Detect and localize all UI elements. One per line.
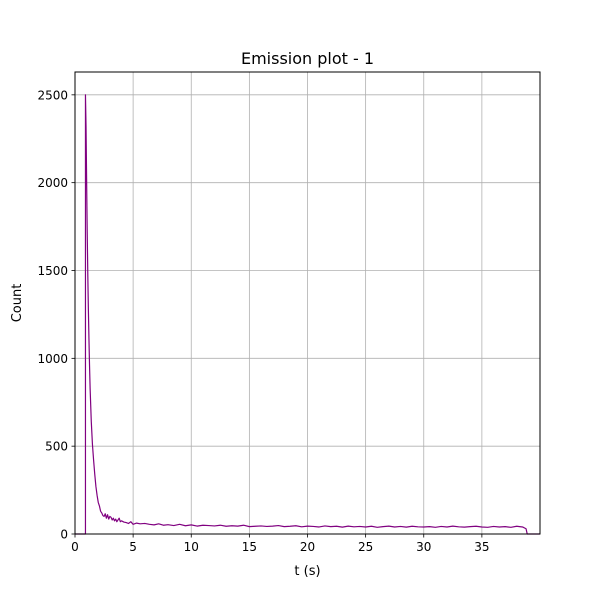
y-tick-layer: 0 500 1000 1500 2000 2500	[37, 88, 75, 542]
chart-title: Emission plot - 1	[241, 49, 374, 68]
x-tick-label: 10	[184, 540, 199, 554]
x-tick-label: 15	[242, 540, 257, 554]
grid-layer	[74, 72, 540, 535]
x-tick-label: 20	[300, 540, 315, 554]
x-tick-label: 0	[71, 540, 79, 554]
y-tick-label: 2000	[37, 176, 68, 190]
y-tick-label: 2500	[37, 88, 68, 102]
x-tick-label: 30	[416, 540, 431, 554]
x-tick-label: 35	[474, 540, 489, 554]
y-tick-label: 500	[45, 440, 68, 454]
x-axis-label: t (s)	[294, 564, 320, 579]
x-tick-layer: 0 5 10 15 20 25 30 35	[71, 534, 490, 554]
y-tick-label: 1500	[37, 264, 68, 278]
emission-series-line	[75, 94, 540, 535]
x-tick-label: 5	[129, 540, 137, 554]
line-layer	[75, 94, 540, 535]
y-tick-label: 0	[60, 528, 68, 542]
y-axis-label: Count	[10, 284, 25, 323]
x-tick-label: 25	[358, 540, 373, 554]
y-tick-label: 1000	[37, 352, 68, 366]
